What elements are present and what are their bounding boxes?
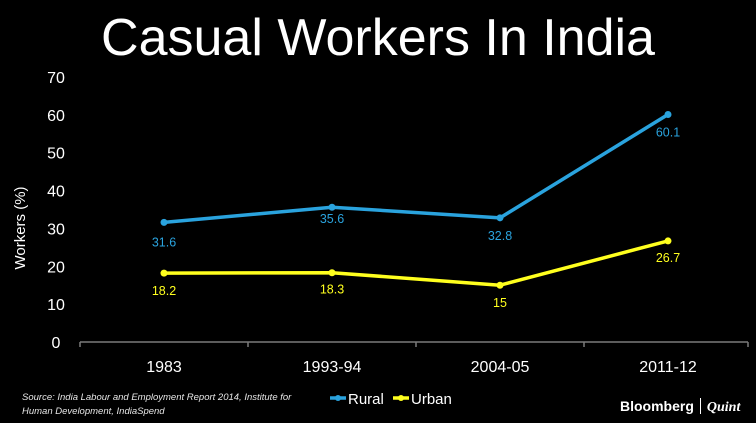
data-label-urban: 15 bbox=[493, 296, 507, 310]
data-label-rural: 35.6 bbox=[320, 212, 344, 226]
brand-name: Bloomberg bbox=[620, 398, 694, 414]
x-tick-label: 1993-94 bbox=[303, 359, 362, 376]
data-point-rural bbox=[328, 203, 336, 211]
y-tick-label: 30 bbox=[47, 221, 65, 238]
data-label-urban: 18.3 bbox=[320, 283, 344, 297]
legend-label-rural: Rural bbox=[348, 391, 384, 408]
data-label-rural: 31.6 bbox=[152, 235, 176, 249]
data-label-urban: 18.2 bbox=[152, 284, 176, 298]
legend-label-urban: Urban bbox=[411, 391, 452, 408]
data-point-urban bbox=[328, 269, 336, 277]
chart-title: Casual Workers In India bbox=[101, 9, 655, 67]
data-point-urban bbox=[664, 237, 672, 245]
x-tick-label: 1983 bbox=[146, 359, 182, 376]
y-tick-label: 0 bbox=[52, 335, 61, 352]
y-tick-label: 50 bbox=[47, 146, 65, 163]
data-point-rural bbox=[160, 218, 168, 226]
y-tick-label: 10 bbox=[47, 297, 65, 314]
brand-divider bbox=[699, 398, 701, 414]
source-note: Source: India Labour and Employment Repo… bbox=[22, 392, 292, 417]
x-tick-label: 2011-12 bbox=[639, 359, 697, 376]
series-line-rural bbox=[163, 112, 669, 225]
brand-logo: Bloomberg Quint bbox=[620, 398, 740, 416]
data-point-rural bbox=[496, 214, 504, 222]
data-point-urban bbox=[496, 281, 504, 289]
data-point-rural bbox=[664, 110, 672, 118]
series-line-urban bbox=[163, 239, 669, 287]
brand-partner: Quint bbox=[706, 400, 741, 415]
legend-marker-rural bbox=[335, 395, 341, 401]
y-tick-label: 40 bbox=[47, 184, 65, 201]
legend-marker-urban bbox=[398, 395, 404, 401]
y-tick-label: 70 bbox=[47, 70, 65, 87]
data-label-rural: 60.1 bbox=[656, 125, 680, 139]
y-axis-label: Workers (%) bbox=[12, 186, 29, 269]
x-tick-label: 2004-05 bbox=[471, 359, 530, 376]
y-tick-label: 60 bbox=[47, 108, 65, 125]
y-tick-label: 20 bbox=[47, 259, 65, 276]
data-label-rural: 32.8 bbox=[488, 229, 512, 243]
data-point-urban bbox=[160, 269, 168, 277]
data-label-urban: 26.7 bbox=[656, 251, 680, 265]
